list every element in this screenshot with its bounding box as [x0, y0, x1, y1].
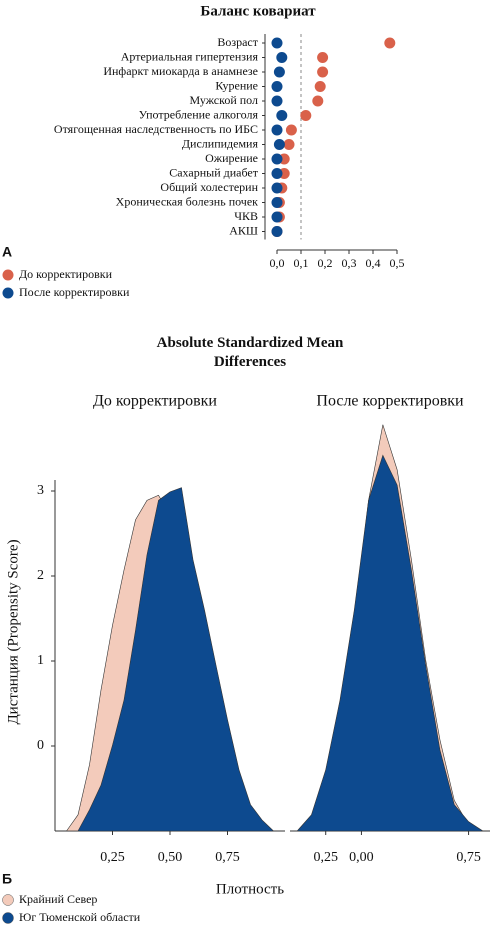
x-tick-label: 0,3 [342, 256, 357, 270]
y-tick-label: 3 [37, 483, 44, 498]
dot [285, 124, 297, 136]
category-label: Возраст [217, 35, 258, 49]
category-label: Дислипидемия [182, 136, 259, 150]
density-area [296, 454, 484, 832]
x-tick-label: 0,4 [366, 256, 381, 270]
panel-label: А [2, 244, 12, 260]
x-tick-label: 0,5 [390, 256, 405, 270]
dot [271, 153, 283, 165]
dot [276, 52, 288, 63]
dot [283, 139, 295, 150]
category-label: Хроническая болезнь почек [116, 194, 259, 208]
legend-label: До корректировки [19, 267, 113, 281]
category-label: Мужской пол [189, 93, 258, 107]
dot [271, 95, 283, 107]
legend-marker [2, 894, 14, 906]
density-area [66, 487, 275, 832]
category-label: Артериальная гипертензия [121, 49, 259, 63]
category-label: Ожирение [205, 151, 258, 165]
x-tick-label: 0,00 [349, 850, 374, 865]
dot [384, 37, 396, 49]
legend-marker [2, 269, 14, 281]
dot [271, 226, 283, 237]
dot [271, 211, 283, 223]
x-tick-label: 0,75 [456, 850, 481, 865]
dot [300, 110, 312, 121]
legend-label: Юг Тюменской области [19, 910, 141, 924]
chart-title: Баланс ковариат [200, 3, 316, 19]
legend-label: После корректировки [19, 285, 130, 299]
x-tick-label: 0,25 [313, 850, 338, 865]
dot [271, 168, 283, 179]
dot [271, 37, 283, 49]
x-tick-label: 0,25 [100, 850, 125, 865]
x-tick-label: 0,75 [215, 850, 240, 865]
dot [276, 110, 288, 121]
category-label: Употребление алкоголя [139, 107, 259, 121]
facet-title: После корректировки [316, 393, 464, 410]
category-label: АКШ [229, 223, 258, 237]
facet-title: До корректировки [93, 393, 217, 410]
y-axis-title: Дистанция (Propensity Score) [5, 539, 21, 724]
dot [273, 66, 285, 78]
dot [271, 81, 283, 92]
x-tick-label: 0,2 [318, 256, 333, 270]
x-tick-label: 0,0 [270, 256, 285, 270]
category-label: Инфаркт миокарда в анамнезе [103, 64, 258, 78]
panel-label: Б [2, 871, 12, 887]
x-tick-label: 0,1 [294, 256, 309, 270]
category-label: Отягощенная наследственность по ИБС [54, 122, 258, 136]
x-axis-title: Плотность [216, 881, 284, 897]
y-tick-label: 0 [37, 738, 44, 753]
dot [317, 66, 329, 78]
dot [271, 124, 283, 136]
category-label: Сахарный диабет [169, 165, 259, 179]
x-axis-title: Absolute Standardized Mean Differences [156, 335, 344, 370]
dot [312, 95, 324, 107]
legend-marker [2, 287, 14, 299]
legend-label: Крайний Север [19, 892, 97, 906]
category-label: Курение [215, 78, 258, 92]
dot [271, 197, 283, 208]
dot [314, 81, 326, 92]
dot [273, 139, 285, 150]
y-tick-label: 2 [37, 568, 44, 583]
category-label: ЧКВ [234, 209, 258, 223]
x-tick-label: 0,50 [158, 850, 183, 865]
dot [317, 52, 329, 63]
legend-marker [2, 912, 14, 924]
category-label: Общий холестерин [160, 180, 258, 194]
y-tick-label: 1 [37, 653, 44, 668]
dot [271, 182, 283, 194]
